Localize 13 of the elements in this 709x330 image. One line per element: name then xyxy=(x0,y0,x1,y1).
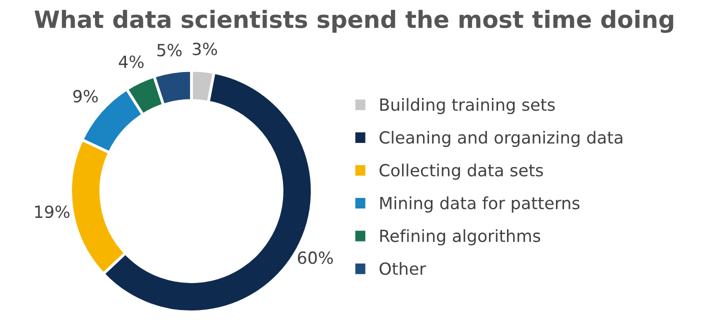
data-label: 9% xyxy=(73,90,98,103)
data-label: 4% xyxy=(118,56,144,68)
legend-label: Building training sets xyxy=(380,98,555,114)
data-label: 19% xyxy=(35,205,70,218)
legend-label: Other xyxy=(380,262,426,275)
chart-title: What data scientists spend the most time doing xyxy=(34,10,674,33)
data-label: 5% xyxy=(157,44,182,56)
data-label: 60% xyxy=(298,251,333,264)
legend-label: Cleaning and organizing data xyxy=(380,130,622,147)
legend-label: Refining algorithms xyxy=(380,229,540,246)
legend-label: Collecting data sets xyxy=(380,164,543,180)
data-label: 3% xyxy=(192,42,218,56)
legend-label: Mining data for patterns xyxy=(380,196,580,213)
